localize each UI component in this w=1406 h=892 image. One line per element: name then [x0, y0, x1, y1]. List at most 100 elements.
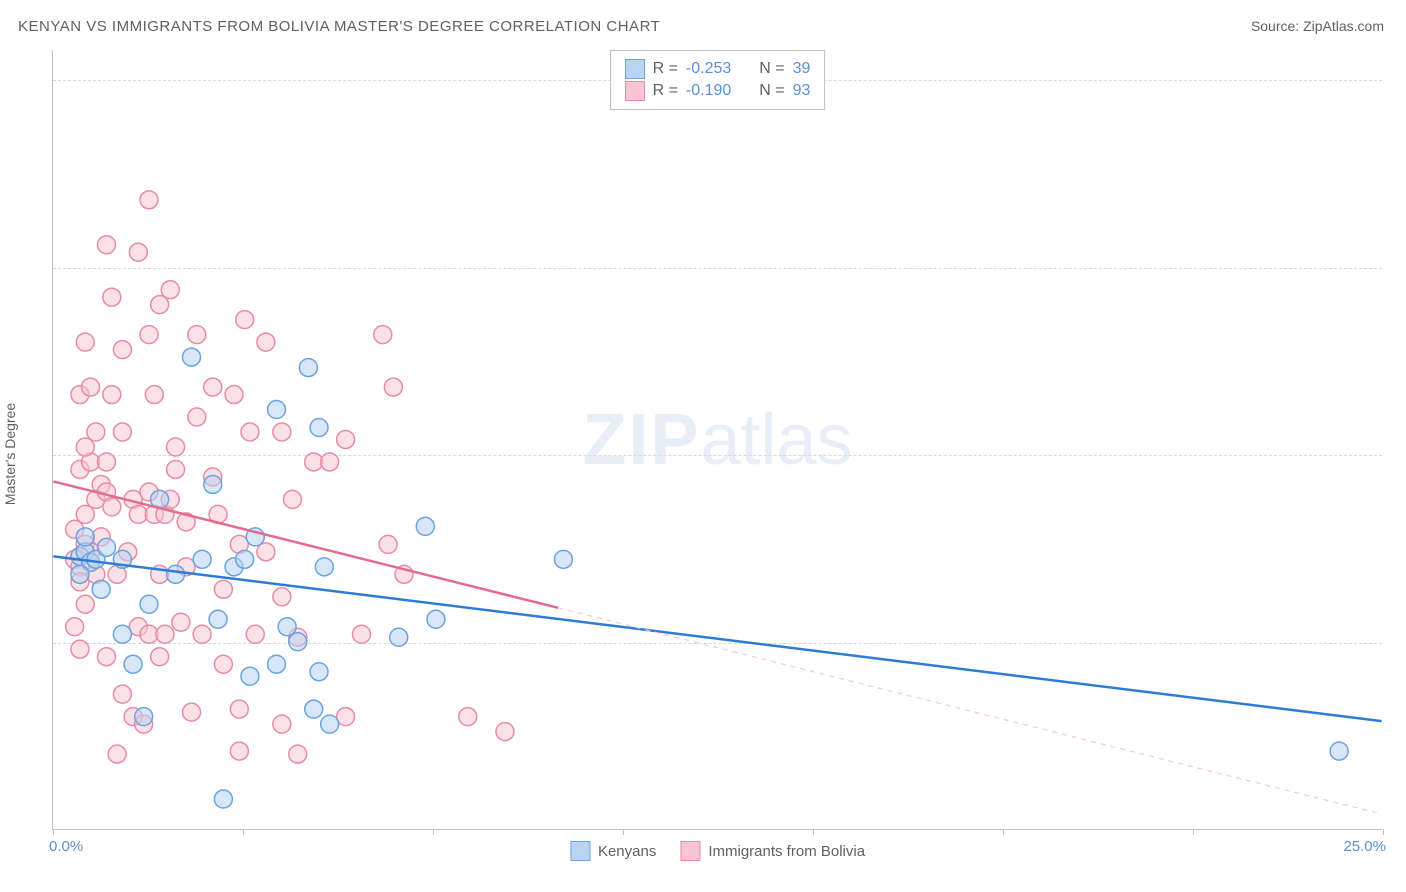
legend-swatch-kenyans — [570, 841, 590, 861]
data-point — [289, 745, 307, 763]
data-point — [241, 423, 259, 441]
data-point — [92, 580, 110, 598]
x-tick — [1003, 829, 1004, 835]
data-point — [1330, 742, 1348, 760]
data-point — [214, 790, 232, 808]
legend-row-1: R = -0.253 N = 39 — [625, 59, 811, 79]
data-point — [225, 386, 243, 404]
data-point — [193, 550, 211, 568]
legend-item-kenyans: Kenyans — [570, 841, 656, 861]
trend-line-dashed — [558, 608, 1382, 814]
legend-label-kenyans: Kenyans — [598, 843, 656, 860]
data-point — [188, 408, 206, 426]
data-point — [496, 723, 514, 741]
data-point — [113, 685, 131, 703]
data-point — [113, 625, 131, 643]
chart-title: KENYAN VS IMMIGRANTS FROM BOLIVIA MASTER… — [18, 18, 660, 35]
data-point — [416, 517, 434, 535]
data-point — [257, 333, 275, 351]
x-tick — [53, 829, 54, 835]
data-point — [241, 667, 259, 685]
data-point — [113, 341, 131, 359]
data-point — [273, 588, 291, 606]
data-point — [384, 378, 402, 396]
data-point — [167, 438, 185, 456]
data-point — [337, 431, 355, 449]
data-point — [278, 618, 296, 636]
data-point — [135, 708, 153, 726]
data-point — [140, 595, 158, 613]
data-point — [97, 236, 115, 254]
correlation-chart: KENYAN VS IMMIGRANTS FROM BOLIVIA MASTER… — [0, 0, 1406, 892]
data-point — [554, 550, 572, 568]
data-point — [97, 538, 115, 556]
correlation-legend: R = -0.253 N = 39 R = -0.190 N = 93 — [610, 50, 826, 110]
data-point — [236, 550, 254, 568]
data-point — [321, 453, 339, 471]
data-point — [427, 610, 445, 628]
data-point — [273, 715, 291, 733]
data-point — [108, 745, 126, 763]
data-point — [390, 628, 408, 646]
legend-row-2: R = -0.190 N = 93 — [625, 81, 811, 101]
x-tick — [623, 829, 624, 835]
data-point — [140, 326, 158, 344]
data-point — [71, 640, 89, 658]
data-point — [103, 288, 121, 306]
data-point — [305, 700, 323, 718]
data-point — [156, 625, 174, 643]
data-point — [204, 378, 222, 396]
data-point — [97, 648, 115, 666]
data-point — [103, 386, 121, 404]
data-point — [167, 460, 185, 478]
data-point — [82, 378, 100, 396]
legend-label-bolivia: Immigrants from Bolivia — [708, 843, 865, 860]
legend-swatch-bolivia — [625, 81, 645, 101]
data-point — [193, 625, 211, 643]
data-point — [87, 423, 105, 441]
y-tick-label: 37.5% — [1392, 259, 1406, 276]
n-value-kenyans: 39 — [793, 60, 811, 78]
data-point — [268, 401, 286, 419]
data-point — [76, 505, 94, 523]
r-label: R = — [653, 60, 678, 78]
data-point — [151, 648, 169, 666]
data-point — [76, 595, 94, 613]
data-point — [459, 708, 477, 726]
data-point — [172, 613, 190, 631]
data-point — [273, 423, 291, 441]
data-point — [236, 311, 254, 329]
data-point — [214, 580, 232, 598]
data-point — [321, 715, 339, 733]
source-name: ZipAtlas.com — [1303, 18, 1384, 34]
x-axis-min-label: 0.0% — [49, 838, 83, 855]
data-point — [66, 618, 84, 636]
x-axis-max-label: 25.0% — [1343, 838, 1386, 855]
scatter-svg — [53, 50, 1382, 829]
data-point — [246, 625, 264, 643]
data-point — [97, 453, 115, 471]
r-value-kenyans: -0.253 — [686, 60, 731, 78]
data-point — [71, 565, 89, 583]
x-tick — [433, 829, 434, 835]
x-tick — [813, 829, 814, 835]
x-tick — [1383, 829, 1384, 835]
legend-swatch-kenyans — [625, 59, 645, 79]
data-point — [268, 655, 286, 673]
data-point — [103, 498, 121, 516]
data-point — [183, 348, 201, 366]
data-point — [283, 490, 301, 508]
data-point — [353, 625, 371, 643]
data-point — [113, 423, 131, 441]
x-tick — [1193, 829, 1194, 835]
source-label: Source: — [1251, 18, 1303, 34]
plot-area: ZIPatlas R = -0.253 N = 39 R = -0.190 N … — [52, 50, 1382, 830]
data-point — [167, 565, 185, 583]
data-point — [299, 359, 317, 377]
data-point — [129, 243, 147, 261]
data-point — [145, 386, 163, 404]
data-point — [76, 333, 94, 351]
data-point — [230, 742, 248, 760]
data-point — [379, 535, 397, 553]
data-point — [204, 475, 222, 493]
